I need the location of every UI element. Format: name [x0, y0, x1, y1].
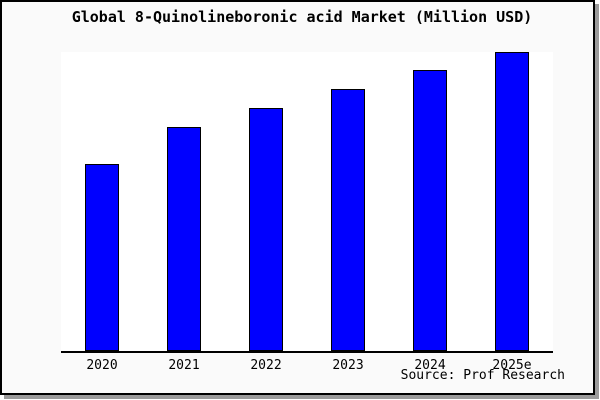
x-tick-label-2020: 2020: [86, 358, 118, 373]
x-tick-label-2024: 2024: [414, 358, 446, 373]
x-tick-label-2023: 2023: [332, 358, 364, 373]
chart-title: Global 8-Quinolineboronic acid Market (M…: [71, 8, 533, 26]
bar-2024: [413, 70, 447, 351]
chart-frame: Global 8-Quinolineboronic acid Market (M…: [0, 0, 595, 395]
x-tick-label-2021: 2021: [168, 358, 200, 373]
x-tick-label-2022: 2022: [250, 358, 282, 373]
bar-2025e: [495, 52, 529, 351]
bar-2023: [331, 89, 365, 351]
bar-2021: [167, 127, 201, 351]
x-axis-labels: 2020 2021 2022 2023 2024 2025e: [2, 358, 600, 374]
source-credit: Source: Prof Research: [400, 368, 565, 383]
plot-area: [61, 52, 553, 353]
bar-2022: [249, 108, 283, 351]
x-tick-label-2025e: 2025e: [492, 358, 532, 373]
bar-2020: [85, 164, 119, 351]
